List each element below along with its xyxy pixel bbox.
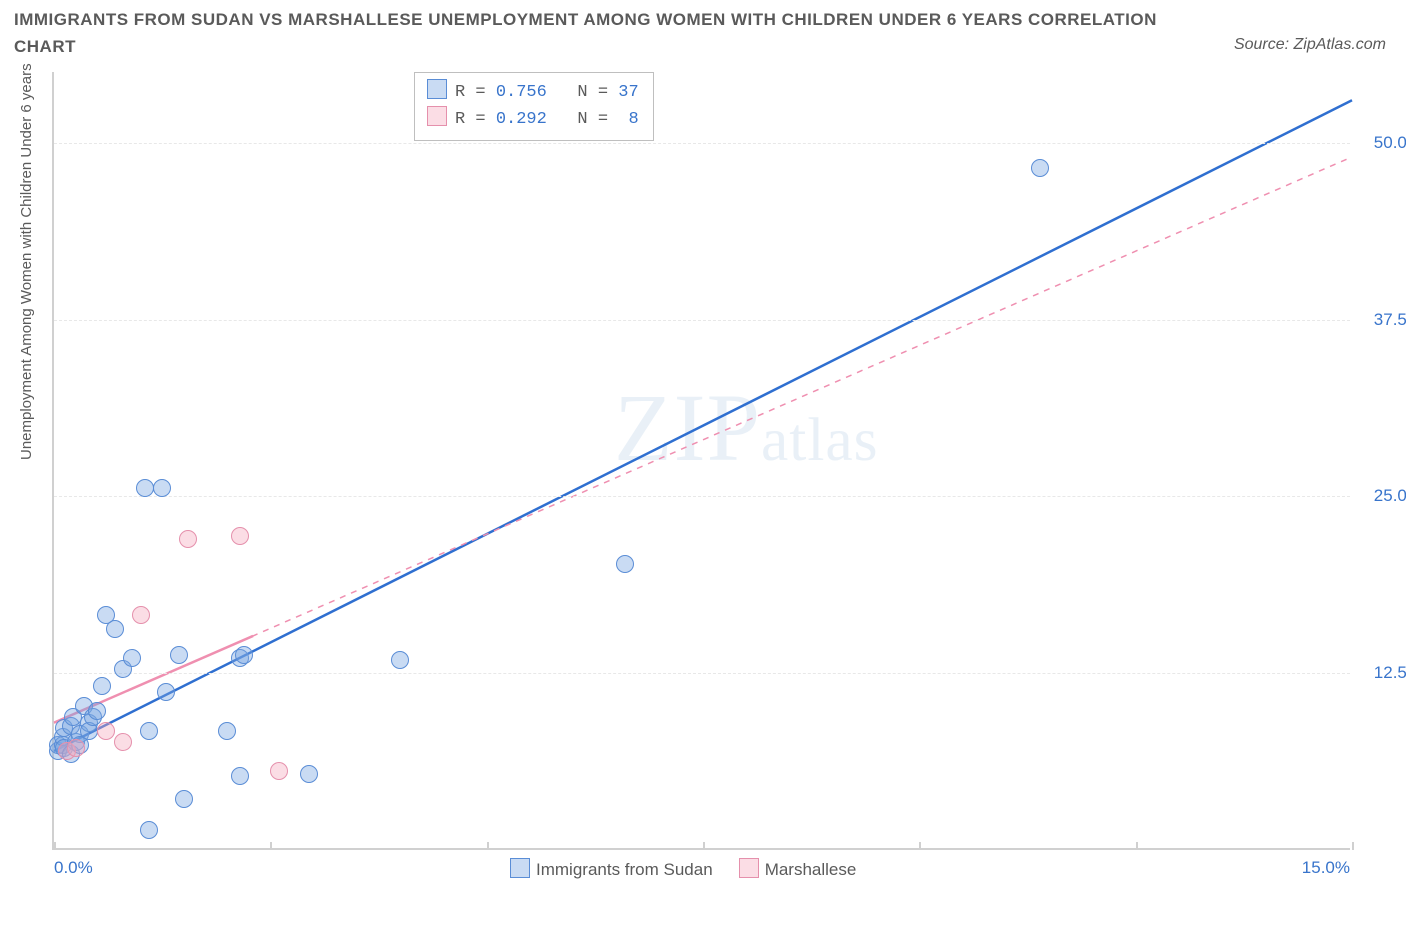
source-attribution: Source: ZipAtlas.com — [1234, 36, 1386, 54]
trend-lines-layer — [54, 72, 1350, 848]
data-point — [179, 530, 197, 548]
stats-row: R = 0.756 N = 37 — [427, 79, 639, 106]
stats-legend-box: R = 0.756 N = 37 R = 0.292 N = 8 — [414, 72, 654, 141]
x-axis-min-label: 0.0% — [54, 858, 93, 878]
stats-text: R = 0.292 N = 8 — [455, 110, 639, 129]
gridline — [54, 673, 1350, 674]
stats-text: R = 0.756 N = 37 — [455, 83, 639, 102]
legend-swatch — [739, 858, 759, 878]
stats-row: R = 0.292 N = 8 — [427, 106, 639, 133]
x-axis-max-label: 15.0% — [1302, 858, 1350, 878]
y-axis-label: Unemployment Among Women with Children U… — [18, 63, 35, 460]
legend-label: Immigrants from Sudan — [536, 860, 713, 879]
data-point — [97, 722, 115, 740]
data-point — [93, 677, 111, 695]
legend-item: Immigrants from Sudan — [510, 858, 713, 880]
data-point — [218, 722, 236, 740]
data-point — [153, 479, 171, 497]
data-point — [1031, 159, 1049, 177]
data-point — [231, 767, 249, 785]
legend-swatch — [510, 858, 530, 878]
y-tick-label: 50.0% — [1374, 133, 1406, 153]
x-tick — [487, 842, 489, 850]
data-point — [391, 651, 409, 669]
x-tick — [270, 842, 272, 850]
y-tick-label: 12.5% — [1374, 663, 1406, 683]
data-point — [123, 649, 141, 667]
data-point — [114, 733, 132, 751]
data-point — [300, 765, 318, 783]
data-point — [88, 702, 106, 720]
legend-swatch — [427, 106, 447, 126]
gridline — [54, 320, 1350, 321]
data-point — [235, 646, 253, 664]
data-point — [132, 606, 150, 624]
data-point — [136, 479, 154, 497]
data-point — [157, 683, 175, 701]
data-point — [170, 646, 188, 664]
y-tick-label: 25.0% — [1374, 486, 1406, 506]
legend-item: Marshallese — [739, 858, 857, 880]
data-point — [140, 821, 158, 839]
plot-area: ZIPatlas R = 0.756 N = 37R = 0.292 N = 8… — [52, 72, 1350, 850]
data-point — [67, 739, 85, 757]
x-tick — [1136, 842, 1138, 850]
x-tick — [54, 842, 56, 850]
data-point — [140, 722, 158, 740]
data-point — [175, 790, 193, 808]
chart-title: IMMIGRANTS FROM SUDAN VS MARSHALLESE UNE… — [14, 6, 1164, 60]
legend-label: Marshallese — [765, 860, 857, 879]
data-point — [231, 527, 249, 545]
data-point — [270, 762, 288, 780]
data-point — [106, 620, 124, 638]
x-tick — [919, 842, 921, 850]
legend-swatch — [427, 79, 447, 99]
x-tick — [703, 842, 705, 850]
data-point — [616, 555, 634, 573]
x-tick — [1352, 842, 1354, 850]
gridline — [54, 496, 1350, 497]
y-tick-label: 37.5% — [1374, 310, 1406, 330]
legend-bottom: Immigrants from Sudan Marshallese — [510, 858, 856, 880]
gridline — [54, 143, 1350, 144]
